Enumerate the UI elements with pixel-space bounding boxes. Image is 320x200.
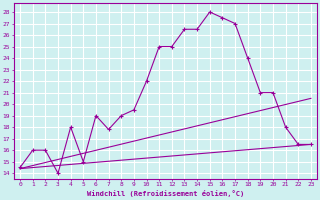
X-axis label: Windchill (Refroidissement éolien,°C): Windchill (Refroidissement éolien,°C) <box>87 190 244 197</box>
